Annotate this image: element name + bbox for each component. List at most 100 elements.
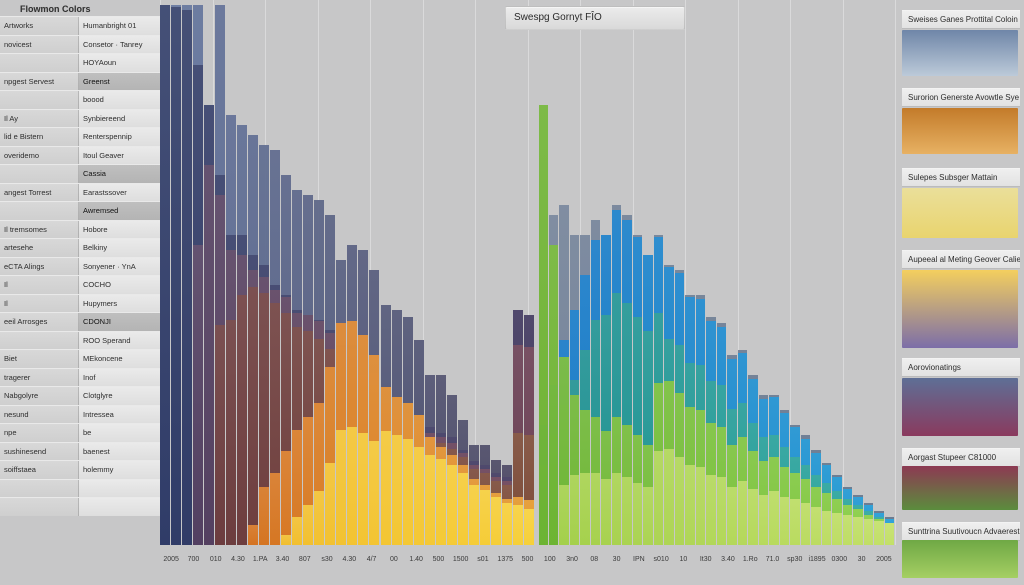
bar-maroon (215, 325, 225, 545)
bar-yellow (491, 497, 501, 545)
x-tick-label: 3.40 (276, 556, 290, 563)
bar-yellow (425, 455, 435, 545)
list-row-key: Nabgolyre (0, 387, 79, 405)
bar-lime-front (843, 515, 852, 545)
list-row-key: novicest (0, 36, 79, 54)
list-row[interactable]: Cassia (0, 164, 160, 183)
bar-lime-front (559, 485, 568, 545)
list-row-key: overidemo (0, 147, 79, 165)
bar-yellow (480, 490, 490, 545)
list-row[interactable]: overidemoItoul Geaver (0, 146, 160, 165)
list-row[interactable]: eCTA AlingsSonyener · YnA (0, 257, 160, 276)
bar-yellow (436, 459, 446, 545)
list-row-key: Il Ay (0, 110, 79, 128)
list-row[interactable]: Il AySynbiereend (0, 109, 160, 128)
list-row-key: Biet (0, 350, 79, 368)
list-row[interactable]: boood (0, 90, 160, 109)
list-row[interactable]: Awremsed (0, 201, 160, 220)
bar-lime-front (570, 475, 579, 545)
list-row[interactable]: eeil ArrosgesCDONJI (0, 312, 160, 331)
legend-swatch (902, 540, 1018, 578)
list-row[interactable]: NabgolyreClotglyre (0, 386, 160, 405)
bar-yellow (524, 509, 534, 545)
list-row-value (79, 480, 160, 498)
list-row[interactable] (0, 497, 160, 516)
list-row[interactable]: nesundIntressea (0, 405, 160, 424)
bar-dark-blue (171, 7, 181, 545)
x-tick-label: 30 (613, 556, 621, 563)
x-tick-label: 1375 (497, 556, 513, 563)
x-tick-label: 1.Ro (743, 556, 758, 563)
bar-lime-front (864, 519, 873, 545)
bar-lime-front (612, 473, 621, 545)
bar-lime-front (769, 491, 778, 545)
bar-lime-front (790, 499, 799, 545)
chart-plot: Swespg Gornyt FÎO 20057000104.301.PA3.40… (160, 0, 895, 565)
list-row[interactable]: npgest ServestGreenst (0, 72, 160, 91)
bar-yellow (513, 505, 523, 545)
list-row[interactable]: angest TorrestEarastssover (0, 183, 160, 202)
list-row-value: Consetor · Tanrey (79, 36, 160, 54)
bar-purple (204, 165, 214, 545)
bar-maroon (248, 287, 258, 545)
list-row[interactable]: novicestConsetor · Tanrey (0, 35, 160, 54)
list-row-key: soiffstaea (0, 461, 79, 479)
legend-label: Surorion Generste Avowtle Sye (902, 88, 1020, 106)
list-row-value: CDONJI (79, 313, 160, 331)
bar-yellow (281, 535, 291, 545)
x-tick-label: 10 (680, 556, 688, 563)
list-row[interactable]: ArtworksHumanbright 01 (0, 16, 160, 35)
list-row[interactable]: IlCOCHO (0, 275, 160, 294)
list-row[interactable]: IlHupymers (0, 294, 160, 313)
bar-orange (259, 487, 269, 545)
x-tick-label: 4/7 (367, 556, 377, 563)
bar-dark-blue (160, 5, 170, 545)
list-row[interactable]: npebe (0, 423, 160, 442)
list-row-value: Sonyener · YnA (79, 258, 160, 276)
list-row-value: Synbiereend (79, 110, 160, 128)
bar-lime-front (801, 503, 810, 545)
x-tick-label: IPN (633, 556, 645, 563)
list-row[interactable]: HOYAoun (0, 53, 160, 72)
bar-lime-front (748, 489, 757, 545)
bar-lime-front (591, 473, 600, 545)
list-row[interactable]: sushinesendbaenest (0, 442, 160, 461)
bar-lime-front (580, 473, 589, 545)
grid-line (843, 0, 844, 545)
list-row-key: Il (0, 295, 79, 313)
list-row-key (0, 91, 79, 109)
list-row-value: be (79, 424, 160, 442)
x-tick-label: 0300 (832, 556, 848, 563)
list-row-value: COCHO (79, 276, 160, 294)
bar-orange (248, 525, 258, 545)
list-row-key: eCTA Alings (0, 258, 79, 276)
bar-lime-front (685, 465, 694, 545)
list-row[interactable]: lid e BisternRenterspennip (0, 127, 160, 146)
list-row-value: Greenst (79, 73, 160, 91)
x-tick-label: s30 (321, 556, 332, 563)
bar-yellow (381, 431, 391, 545)
list-row[interactable]: BietMEkoncene (0, 349, 160, 368)
bar-yellow (369, 441, 379, 545)
list-row[interactable]: arteseheBelkiny (0, 238, 160, 257)
bar-dark-blue (182, 10, 192, 545)
list-row[interactable] (0, 479, 160, 498)
list-row[interactable]: Il tremsomesHobore (0, 220, 160, 239)
bar-yellow (392, 435, 402, 545)
list-row-value: Itoul Geaver (79, 147, 160, 165)
x-tick-label: 71.0 (766, 556, 780, 563)
list-row[interactable]: tragererInof (0, 368, 160, 387)
legend-label: Aupeeal al Meting Geover Calie (902, 250, 1020, 268)
bar-lime-front (717, 477, 726, 545)
x-tick-label: 00 (390, 556, 398, 563)
list-row[interactable]: soiffstaeaholemmy (0, 460, 160, 479)
list-row-key: lid e Bistern (0, 128, 79, 146)
bar-bright-green (539, 105, 548, 545)
list-row-value: Humanbright 01 (79, 17, 160, 35)
bar-lime-front (706, 475, 715, 545)
bar-yellow (292, 517, 302, 545)
bar-lime-front (780, 497, 789, 545)
list-row[interactable]: ROO Sperand (0, 331, 160, 350)
x-tick-label: 30 (858, 556, 866, 563)
bar-yellow (314, 491, 324, 545)
